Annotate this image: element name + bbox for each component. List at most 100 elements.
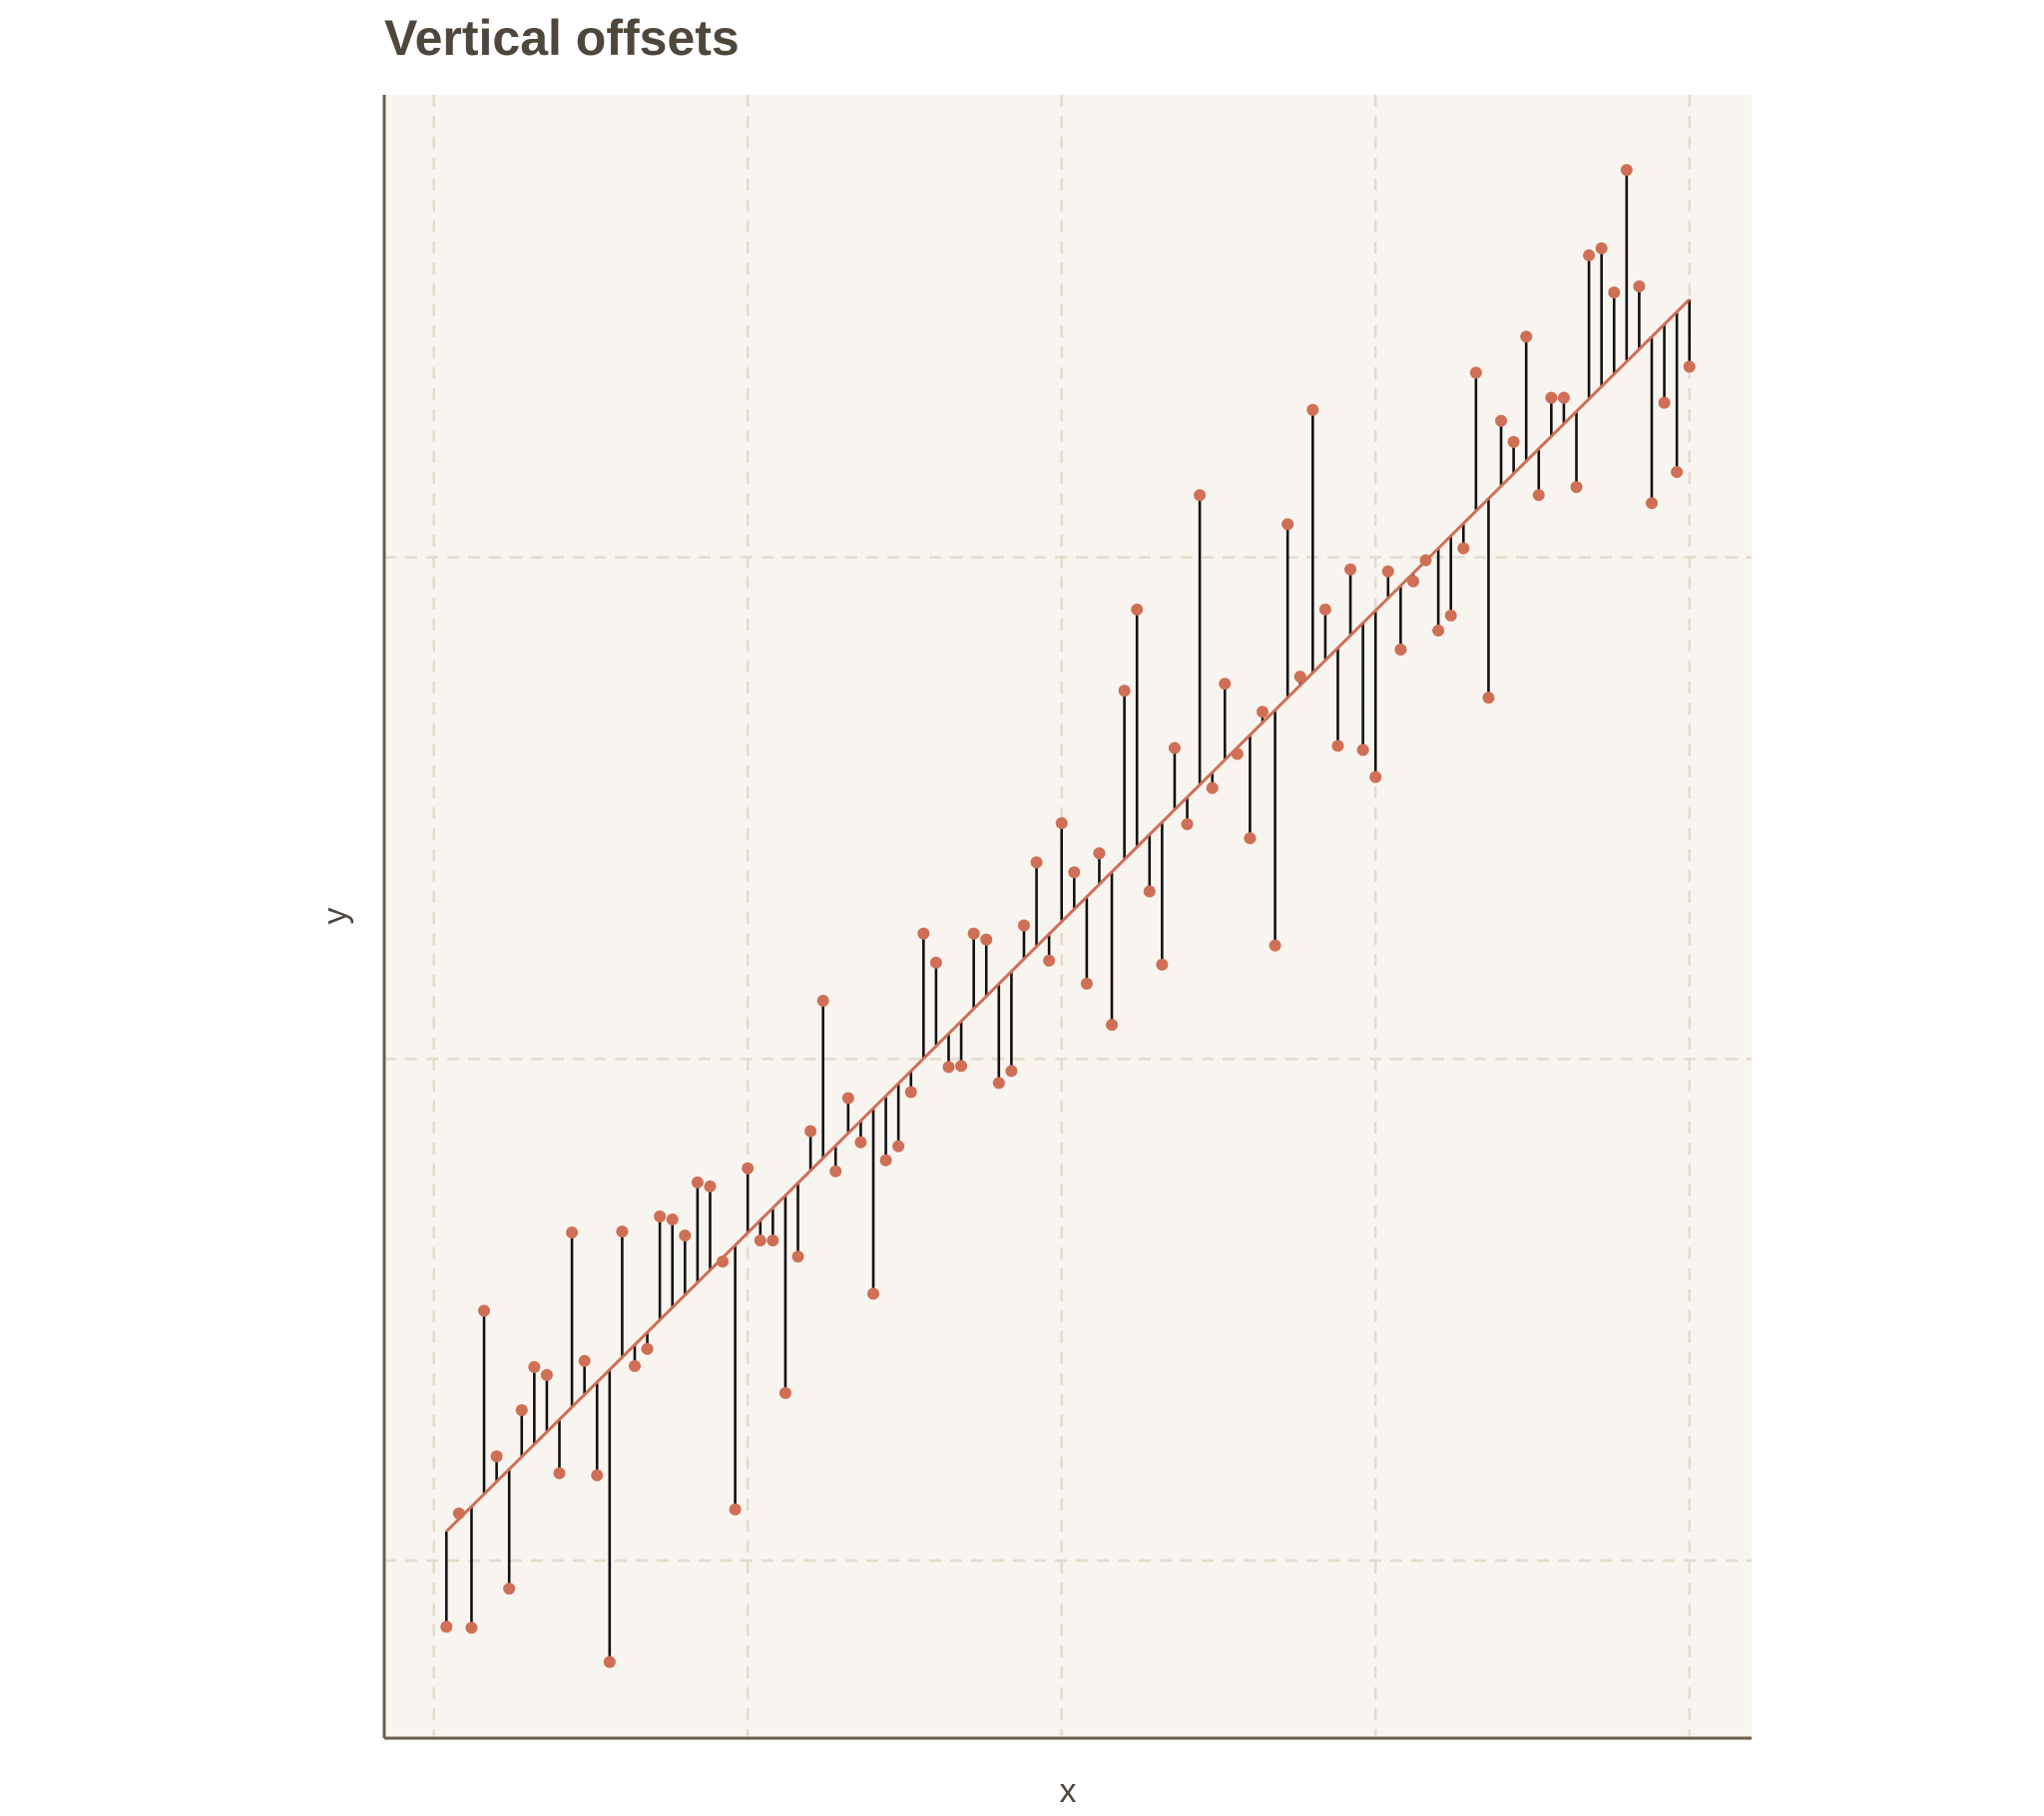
point bbox=[1194, 489, 1207, 502]
point bbox=[1030, 856, 1043, 869]
point bbox=[841, 1092, 854, 1105]
point bbox=[1131, 603, 1144, 616]
point bbox=[929, 956, 942, 969]
point bbox=[1318, 603, 1331, 616]
point bbox=[1583, 248, 1596, 261]
point bbox=[503, 1583, 516, 1595]
point bbox=[1570, 481, 1583, 494]
point bbox=[879, 1153, 892, 1166]
point bbox=[1106, 1019, 1119, 1032]
point bbox=[1017, 919, 1030, 932]
point bbox=[654, 1210, 667, 1223]
x-axis-label: x bbox=[1060, 1772, 1077, 1810]
point bbox=[904, 1086, 917, 1099]
point bbox=[1306, 403, 1319, 416]
point bbox=[1595, 241, 1608, 254]
point bbox=[980, 933, 993, 946]
point bbox=[717, 1255, 730, 1268]
point bbox=[616, 1225, 629, 1238]
point bbox=[1168, 741, 1181, 754]
point bbox=[729, 1503, 742, 1516]
point bbox=[628, 1359, 641, 1372]
point bbox=[1482, 691, 1495, 704]
point bbox=[1219, 678, 1232, 690]
point bbox=[1633, 280, 1646, 293]
point bbox=[490, 1450, 503, 1463]
point bbox=[1469, 366, 1482, 379]
point bbox=[515, 1404, 528, 1417]
point bbox=[1645, 497, 1658, 510]
point bbox=[1495, 414, 1508, 427]
point bbox=[816, 994, 829, 1007]
point bbox=[1545, 391, 1558, 404]
point bbox=[778, 1387, 791, 1400]
point bbox=[1043, 954, 1056, 967]
point bbox=[967, 927, 980, 940]
point bbox=[754, 1234, 766, 1247]
point bbox=[1520, 330, 1533, 343]
point bbox=[1331, 739, 1344, 752]
point bbox=[1005, 1065, 1018, 1078]
point bbox=[1244, 832, 1257, 845]
point bbox=[540, 1369, 553, 1382]
point bbox=[1093, 847, 1106, 860]
point bbox=[1269, 939, 1281, 952]
point bbox=[942, 1061, 955, 1074]
point bbox=[791, 1250, 804, 1263]
point bbox=[1671, 466, 1684, 479]
point bbox=[1457, 542, 1470, 555]
point bbox=[1444, 609, 1457, 622]
point bbox=[679, 1229, 692, 1242]
point bbox=[1281, 518, 1294, 531]
point bbox=[1683, 360, 1696, 373]
point bbox=[1118, 684, 1131, 697]
point bbox=[1206, 781, 1219, 794]
point bbox=[892, 1139, 905, 1152]
point bbox=[1356, 743, 1369, 756]
point bbox=[829, 1164, 842, 1177]
point bbox=[1432, 624, 1445, 637]
point bbox=[867, 1287, 880, 1300]
point bbox=[804, 1125, 817, 1137]
point bbox=[1394, 644, 1407, 657]
point bbox=[1620, 164, 1633, 177]
point bbox=[1181, 817, 1194, 830]
point bbox=[1406, 575, 1419, 588]
point bbox=[666, 1213, 679, 1226]
point bbox=[1381, 565, 1394, 578]
point bbox=[478, 1304, 491, 1317]
point bbox=[1293, 671, 1306, 683]
point bbox=[1369, 770, 1382, 783]
point bbox=[854, 1135, 867, 1148]
point bbox=[578, 1354, 591, 1367]
point bbox=[1156, 958, 1169, 971]
chart-title: Vertical offsets bbox=[384, 10, 740, 66]
point bbox=[1608, 286, 1621, 299]
point bbox=[992, 1077, 1005, 1090]
point bbox=[917, 927, 930, 940]
point bbox=[1532, 489, 1545, 502]
point bbox=[1557, 391, 1570, 404]
point bbox=[641, 1342, 654, 1355]
point bbox=[1080, 977, 1093, 990]
point bbox=[1231, 747, 1244, 760]
point bbox=[1256, 705, 1269, 718]
point bbox=[566, 1226, 579, 1239]
point bbox=[465, 1621, 478, 1634]
point bbox=[553, 1467, 566, 1480]
point bbox=[1658, 396, 1671, 409]
point bbox=[691, 1175, 704, 1188]
point bbox=[440, 1620, 453, 1633]
point bbox=[704, 1179, 717, 1192]
point bbox=[1507, 435, 1520, 448]
point bbox=[528, 1360, 541, 1373]
point bbox=[1055, 816, 1068, 829]
point bbox=[1419, 554, 1432, 567]
point bbox=[452, 1507, 465, 1520]
point bbox=[742, 1161, 755, 1174]
point bbox=[591, 1469, 604, 1482]
point bbox=[603, 1655, 616, 1668]
fit-line bbox=[445, 298, 1691, 1533]
y-axis-label: y bbox=[316, 908, 354, 925]
